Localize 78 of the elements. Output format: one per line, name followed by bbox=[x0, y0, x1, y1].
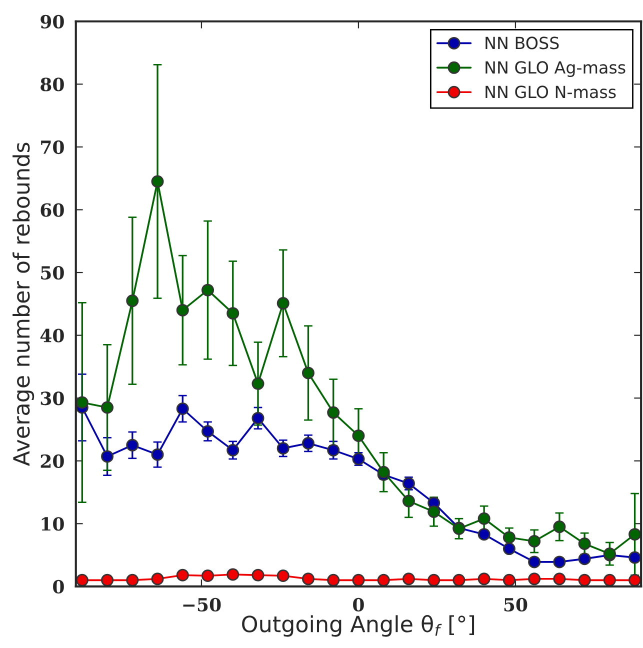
y-axis-title: Average number of rebounds bbox=[12, 142, 34, 466]
point bbox=[226, 444, 240, 456]
y-tick-label: 80 bbox=[40, 78, 64, 92]
point bbox=[377, 466, 390, 478]
point bbox=[502, 574, 516, 586]
point bbox=[302, 437, 314, 450]
point bbox=[628, 551, 642, 564]
point bbox=[202, 284, 214, 296]
point bbox=[176, 304, 189, 316]
point bbox=[302, 572, 314, 586]
y-tick-label: 90 bbox=[40, 14, 64, 28]
point bbox=[352, 430, 365, 442]
point bbox=[502, 542, 516, 556]
point bbox=[101, 574, 114, 586]
point bbox=[578, 552, 591, 566]
point bbox=[126, 294, 139, 308]
point bbox=[252, 377, 264, 390]
point bbox=[226, 568, 240, 581]
point bbox=[478, 528, 490, 541]
y-tick-label: 30 bbox=[40, 392, 64, 406]
point bbox=[101, 450, 114, 463]
y-tick-label: 60 bbox=[40, 203, 64, 217]
point bbox=[151, 572, 164, 586]
point bbox=[202, 570, 214, 582]
x-tick-label: 0 bbox=[353, 598, 364, 612]
point bbox=[377, 574, 390, 586]
point bbox=[628, 528, 642, 541]
legend-label: NN BOSS bbox=[486, 36, 559, 50]
y-tick-label: 40 bbox=[40, 328, 64, 342]
y-tick-label: 70 bbox=[41, 140, 64, 154]
y-tick-label: 20 bbox=[40, 454, 64, 468]
point bbox=[327, 406, 340, 419]
point bbox=[402, 572, 415, 586]
point bbox=[126, 438, 139, 452]
point bbox=[528, 572, 541, 586]
point bbox=[603, 574, 616, 586]
point bbox=[502, 531, 516, 544]
x-axis-title: Outgoing Angle θ$_{f}$ [°] bbox=[242, 615, 474, 637]
x-tick-label: 50 bbox=[504, 598, 528, 612]
point bbox=[252, 568, 264, 582]
point bbox=[226, 307, 240, 320]
legend-label: NN GLO Ag-mass bbox=[486, 61, 626, 77]
point bbox=[578, 574, 591, 586]
point bbox=[428, 574, 440, 586]
legend-label: NN GLO N-mass bbox=[486, 86, 616, 98]
point bbox=[276, 442, 290, 455]
point bbox=[252, 412, 264, 424]
y-tick-label: 10 bbox=[42, 517, 64, 531]
point bbox=[553, 520, 566, 534]
point bbox=[428, 505, 440, 518]
point bbox=[352, 574, 365, 586]
point bbox=[553, 572, 566, 586]
point bbox=[478, 512, 490, 525]
point bbox=[202, 425, 214, 438]
point bbox=[452, 574, 466, 586]
point bbox=[553, 556, 566, 568]
point bbox=[176, 568, 189, 582]
point bbox=[151, 175, 164, 188]
point bbox=[76, 396, 88, 409]
point bbox=[126, 574, 139, 586]
y-tick-label: 50 bbox=[41, 266, 64, 280]
point bbox=[101, 401, 114, 414]
point bbox=[76, 574, 88, 586]
y-tick-label: 0 bbox=[53, 580, 64, 594]
point bbox=[276, 297, 290, 310]
point bbox=[151, 448, 164, 461]
point bbox=[327, 444, 340, 456]
point bbox=[402, 494, 415, 508]
point bbox=[176, 402, 189, 416]
point bbox=[478, 572, 490, 586]
point bbox=[628, 574, 642, 586]
point bbox=[578, 537, 591, 550]
point bbox=[276, 570, 290, 582]
point bbox=[302, 366, 314, 380]
x-tick-label: −50 bbox=[183, 598, 221, 612]
point bbox=[528, 556, 541, 568]
point bbox=[327, 574, 340, 586]
point bbox=[528, 534, 541, 548]
